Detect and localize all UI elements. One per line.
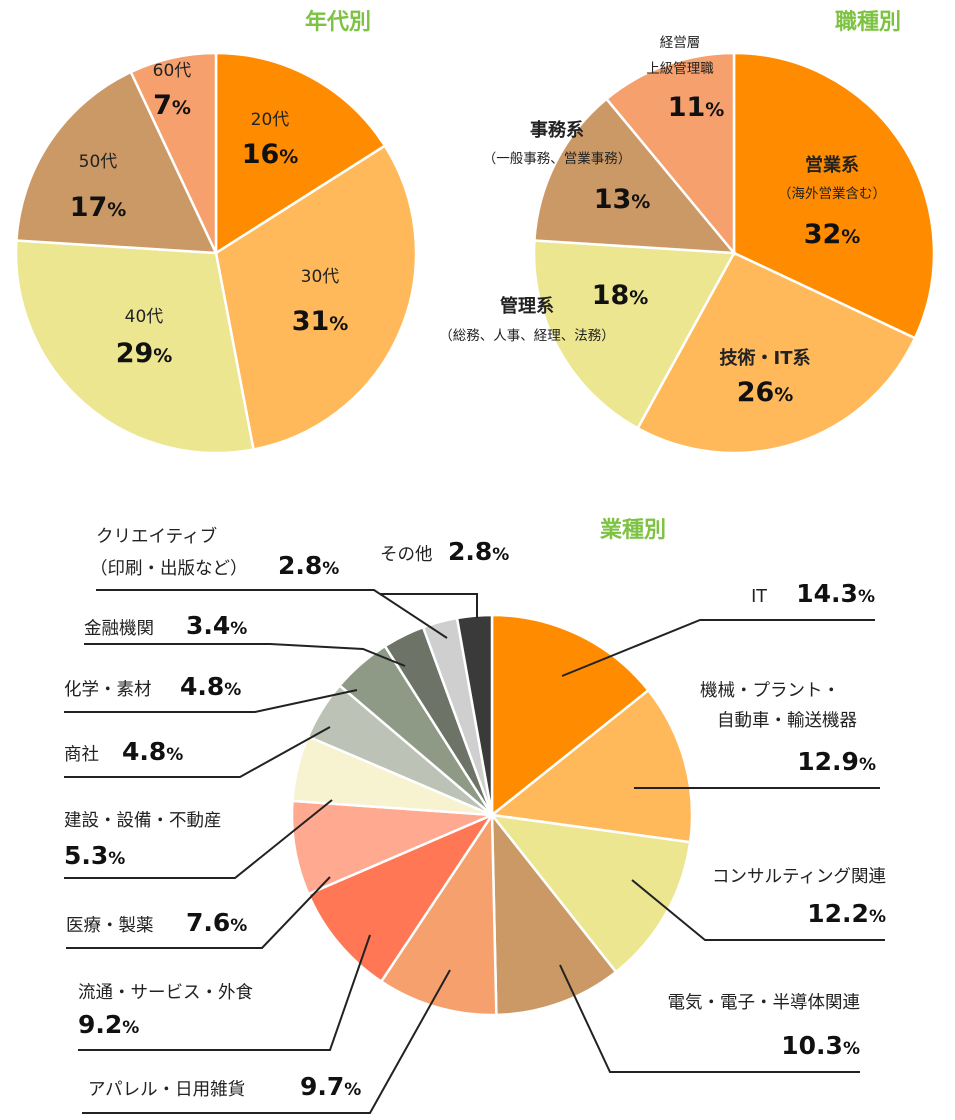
industry-slice-4 (379, 810, 498, 1017)
job-slice-0 (732, 51, 936, 340)
title-age: 年代別 (305, 9, 371, 35)
job-sub-3: （一般事務、営業事務） (483, 151, 632, 167)
age-slice-1 (214, 144, 418, 451)
industry-label2-11: （印刷・出版など） (90, 559, 248, 579)
chart-labels: 20代 16% 30代 31% 40代 29% 50代 17% 60代 7% 営業系 （海外営業含む）… (64, 35, 886, 1101)
industry-leader-10 (84, 643, 406, 667)
industry-label-8: 商社 (64, 745, 99, 765)
job-label2-4: 上級管理職 (646, 61, 714, 77)
industry-leader-6 (66, 876, 331, 949)
industry-slice-0 (490, 613, 651, 818)
industry-slice-6 (290, 799, 493, 896)
industry-label-1: 機械・プラント・ (700, 681, 840, 701)
job-slice-3 (533, 97, 737, 255)
job-value-2: 18% (592, 280, 649, 311)
industry-value-2: 12.2% (807, 899, 886, 928)
age-value-4: 7% (153, 90, 191, 121)
industry-value-6: 7.6% (186, 908, 247, 937)
industry-value-7: 5.3% (64, 841, 125, 870)
age-label-3: 50代 (79, 152, 118, 172)
industry-value-3: 10.3% (781, 1031, 860, 1060)
age-label-2: 40代 (125, 307, 164, 327)
industry-leader-2 (631, 879, 885, 941)
industry-leader-8 (64, 726, 331, 778)
industry-value-1: 12.9% (797, 747, 876, 776)
job-value-4: 11% (668, 92, 725, 123)
industry-slice-12 (455, 613, 494, 816)
industry-leader-3 (559, 964, 860, 1073)
pie-industry (290, 613, 694, 1017)
industry-label-6: 医療・製薬 (66, 916, 154, 936)
job-label-0: 営業系 (805, 154, 859, 176)
age-label-4: 60代 (153, 61, 192, 81)
age-slice-2 (14, 239, 255, 455)
industry-value-12: 2.8% (448, 537, 509, 566)
title-industry: 業種別 (600, 518, 666, 543)
industry-label-7: 建設・設備・不動産 (64, 811, 222, 831)
industry-leader-lines (64, 589, 885, 1114)
industry-leader-4 (82, 969, 451, 1114)
age-slice-4 (129, 51, 218, 254)
job-value-0: 32% (804, 219, 861, 250)
industry-value-9: 4.8% (180, 672, 241, 701)
industry-leader-12 (380, 593, 478, 618)
job-slice-4 (604, 51, 736, 257)
industry-leader-0 (561, 619, 875, 677)
age-value-1: 31% (292, 306, 349, 337)
industry-value-0: 14.3% (796, 579, 875, 608)
industry-value-11: 2.8% (278, 551, 339, 580)
age-value-2: 29% (116, 338, 173, 369)
age-value-0: 16% (242, 139, 299, 170)
job-label-3: 事務系 (530, 119, 584, 141)
industry-label-9: 化学・素材 (64, 680, 152, 700)
industry-label-12: その他 (380, 545, 433, 565)
industry-slice-1 (488, 688, 694, 844)
job-label-1: 技術・IT系 (720, 347, 811, 369)
title-job: 職種別 (835, 9, 901, 35)
industry-label-5: 流通・サービス・外食 (78, 983, 253, 1003)
age-slice-0 (214, 51, 387, 256)
industry-label-3: 電気・電子・半導体関連 (668, 993, 861, 1013)
job-value-3: 13% (594, 184, 651, 215)
industry-slice-2 (489, 813, 692, 974)
age-label-0: 20代 (251, 110, 290, 130)
industry-value-8: 4.8% (122, 737, 183, 766)
job-label-2: 管理系 (500, 295, 554, 317)
pie-job (532, 51, 936, 455)
age-label-1: 30代 (301, 267, 340, 287)
job-label-4: 経営層 (660, 35, 701, 51)
industry-value-5: 9.2% (78, 1010, 139, 1039)
industry-leader-5 (78, 934, 371, 1051)
industry-label-10: 金融機関 (84, 619, 154, 639)
industry-value-10: 3.4% (186, 611, 247, 640)
industry-label-2: コンサルティング関連 (712, 867, 886, 887)
job-slice-2 (532, 239, 737, 430)
job-sub-2: （総務、人事、経理、法務） (439, 328, 615, 344)
industry-leader-7 (64, 799, 333, 879)
industry-label2-1: 自動車・輸送機器 (717, 711, 857, 731)
industry-value-4: 9.7% (300, 1072, 361, 1101)
industry-leader-11 (96, 589, 448, 639)
industry-label-11: クリエイティブ (96, 526, 217, 547)
industry-label-4: アパレル・日用雑貨 (88, 1080, 245, 1100)
age-value-3: 17% (70, 192, 127, 223)
pie-age (14, 51, 418, 455)
industry-leader-9 (64, 689, 358, 713)
job-value-1: 26% (737, 377, 794, 408)
job-sub-0: （海外営業含む） (778, 186, 886, 202)
industry-label-0: IT (751, 587, 767, 607)
age-slice-3 (15, 70, 219, 255)
industry-slice-3 (490, 811, 618, 1017)
